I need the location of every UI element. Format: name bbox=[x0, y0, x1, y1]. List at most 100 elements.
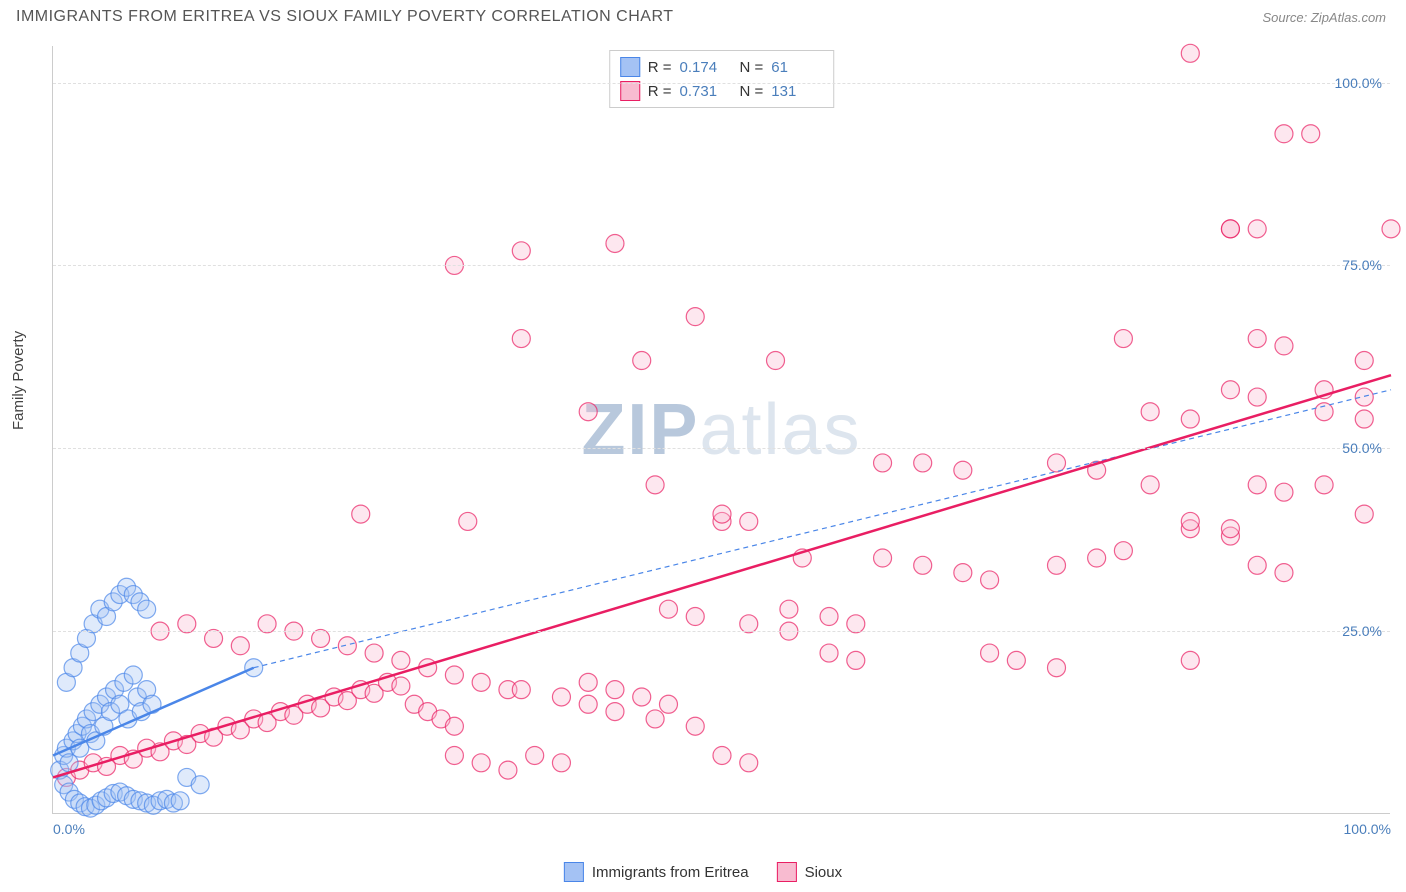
data-point bbox=[1315, 403, 1333, 421]
legend-label-0: Immigrants from Eritrea bbox=[592, 864, 749, 881]
data-point bbox=[459, 512, 477, 530]
y-tick-label: 100.0% bbox=[1335, 75, 1382, 91]
data-point bbox=[780, 600, 798, 618]
legend-swatch-1 bbox=[777, 862, 797, 882]
data-point bbox=[1221, 520, 1239, 538]
data-point bbox=[659, 600, 677, 618]
trend-line bbox=[53, 375, 1391, 777]
data-point bbox=[633, 688, 651, 706]
data-point bbox=[820, 608, 838, 626]
data-point bbox=[178, 615, 196, 633]
data-point bbox=[713, 746, 731, 764]
data-point bbox=[1275, 483, 1293, 501]
gridline bbox=[53, 448, 1390, 449]
trend-line-extension bbox=[254, 390, 1391, 668]
data-point bbox=[352, 505, 370, 523]
data-point bbox=[1181, 651, 1199, 669]
y-tick-label: 50.0% bbox=[1342, 440, 1382, 456]
chart-plot-area: ZIPatlas R = 0.174 N = 61 R = 0.731 N = … bbox=[52, 46, 1390, 814]
data-point bbox=[445, 666, 463, 684]
data-point bbox=[312, 629, 330, 647]
data-point bbox=[874, 454, 892, 472]
data-point bbox=[1048, 454, 1066, 472]
data-point bbox=[820, 644, 838, 662]
data-point bbox=[686, 717, 704, 735]
data-point bbox=[1181, 410, 1199, 428]
data-point bbox=[914, 454, 932, 472]
data-point bbox=[579, 695, 597, 713]
data-point bbox=[205, 629, 223, 647]
data-point bbox=[1248, 476, 1266, 494]
data-point bbox=[954, 564, 972, 582]
data-point bbox=[191, 776, 209, 794]
data-point bbox=[552, 688, 570, 706]
legend-label-1: Sioux bbox=[805, 864, 843, 881]
data-point bbox=[1275, 125, 1293, 143]
data-point bbox=[1248, 556, 1266, 574]
data-point bbox=[445, 717, 463, 735]
data-point bbox=[552, 754, 570, 772]
data-point bbox=[646, 710, 664, 728]
y-tick-label: 25.0% bbox=[1342, 623, 1382, 639]
data-point bbox=[1114, 330, 1132, 348]
data-point bbox=[1355, 410, 1373, 428]
chart-title: IMMIGRANTS FROM ERITREA VS SIOUX FAMILY … bbox=[16, 8, 674, 26]
data-point bbox=[606, 703, 624, 721]
legend-swatch-0 bbox=[564, 862, 584, 882]
data-point bbox=[445, 746, 463, 764]
data-point bbox=[713, 505, 731, 523]
x-tick-label: 100.0% bbox=[1344, 821, 1391, 837]
data-point bbox=[981, 571, 999, 589]
data-point bbox=[392, 651, 410, 669]
data-point bbox=[1355, 505, 1373, 523]
series-legend: Immigrants from Eritrea Sioux bbox=[564, 862, 842, 882]
data-point bbox=[512, 330, 530, 348]
data-point bbox=[1382, 220, 1400, 238]
data-point bbox=[633, 352, 651, 370]
data-point bbox=[579, 403, 597, 421]
data-point bbox=[512, 681, 530, 699]
data-point bbox=[1221, 381, 1239, 399]
data-point bbox=[659, 695, 677, 713]
data-point bbox=[1048, 556, 1066, 574]
data-point bbox=[1302, 125, 1320, 143]
y-axis-label: Family Poverty bbox=[10, 331, 27, 430]
data-point bbox=[392, 677, 410, 695]
x-tick-label: 0.0% bbox=[53, 821, 85, 837]
data-point bbox=[1181, 44, 1199, 62]
data-point bbox=[954, 461, 972, 479]
data-point bbox=[1141, 476, 1159, 494]
source-attribution: Source: ZipAtlas.com bbox=[1262, 10, 1386, 25]
data-point bbox=[1248, 220, 1266, 238]
legend-item-0: Immigrants from Eritrea bbox=[564, 862, 749, 882]
data-point bbox=[1088, 549, 1106, 567]
data-point bbox=[258, 615, 276, 633]
data-point bbox=[472, 673, 490, 691]
data-point bbox=[1315, 476, 1333, 494]
scatter-svg bbox=[53, 46, 1390, 813]
data-point bbox=[1248, 330, 1266, 348]
data-point bbox=[1275, 564, 1293, 582]
data-point bbox=[1141, 403, 1159, 421]
chart-header: IMMIGRANTS FROM ERITREA VS SIOUX FAMILY … bbox=[0, 0, 1406, 32]
data-point bbox=[914, 556, 932, 574]
data-point bbox=[874, 549, 892, 567]
data-point bbox=[512, 242, 530, 260]
data-point bbox=[231, 637, 249, 655]
y-tick-label: 75.0% bbox=[1342, 257, 1382, 273]
data-point bbox=[365, 644, 383, 662]
data-point bbox=[1355, 388, 1373, 406]
data-point bbox=[767, 352, 785, 370]
data-point bbox=[686, 608, 704, 626]
data-point bbox=[1114, 542, 1132, 560]
gridline bbox=[53, 265, 1390, 266]
data-point bbox=[1221, 220, 1239, 238]
gridline bbox=[53, 631, 1390, 632]
data-point bbox=[499, 761, 517, 779]
data-point bbox=[1048, 659, 1066, 677]
data-point bbox=[1007, 651, 1025, 669]
data-point bbox=[847, 615, 865, 633]
data-point bbox=[981, 644, 999, 662]
data-point bbox=[606, 234, 624, 252]
data-point bbox=[138, 600, 156, 618]
